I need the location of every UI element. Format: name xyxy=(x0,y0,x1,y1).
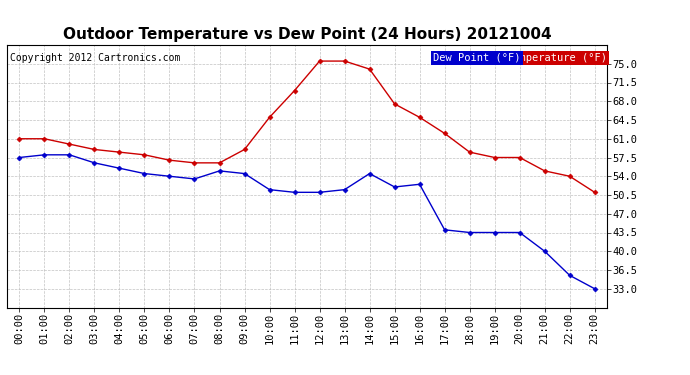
Text: Copyright 2012 Cartronics.com: Copyright 2012 Cartronics.com xyxy=(10,53,180,63)
Text: Temperature (°F): Temperature (°F) xyxy=(506,53,607,63)
Text: Dew Point (°F): Dew Point (°F) xyxy=(433,53,521,63)
Title: Outdoor Temperature vs Dew Point (24 Hours) 20121004: Outdoor Temperature vs Dew Point (24 Hou… xyxy=(63,27,551,42)
